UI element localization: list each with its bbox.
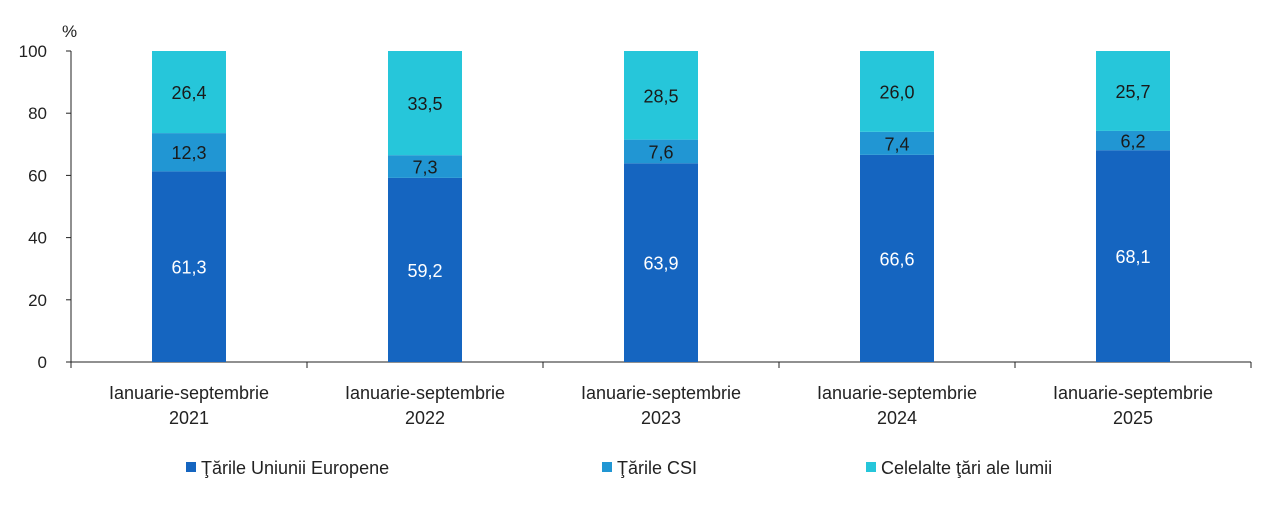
data-label: 25,7 xyxy=(1115,82,1150,102)
data-label: 28,5 xyxy=(643,86,678,106)
data-label: 59,2 xyxy=(407,261,442,281)
legend-label: Celelalte ţări ale lumii xyxy=(881,458,1052,478)
legend-label: Ţările Uniunii Europene xyxy=(201,458,389,478)
x-category-label: Ianuarie-septembrie xyxy=(109,383,269,403)
data-label: 7,6 xyxy=(648,142,673,162)
x-category-label: 2024 xyxy=(877,408,917,428)
data-label: 12,3 xyxy=(171,143,206,163)
bar-segment xyxy=(388,155,462,178)
bar-segment xyxy=(860,51,934,132)
y-axis: 0 20 40 60 80 100% xyxy=(19,22,78,372)
bar-segment xyxy=(624,163,698,362)
y-tick-label: 80 xyxy=(28,104,47,123)
data-label: 7,4 xyxy=(884,134,909,154)
x-category-label: Ianuarie-septembrie xyxy=(345,383,505,403)
bar-segment xyxy=(1096,51,1170,131)
bars: 61,3 12,3 26,4 59,2 7,3 33,5 63,9 7,6 28,5 66,6 7,… xyxy=(152,51,1170,362)
bar-segment xyxy=(860,131,934,155)
y-tick-label: 100 xyxy=(19,42,47,61)
legend: Ţările Uniunii Europene Ţările CSI Celelal… xyxy=(186,458,1052,478)
data-label: 7,3 xyxy=(412,158,437,178)
data-label: 68,1 xyxy=(1115,247,1150,267)
bar-segment xyxy=(624,51,698,140)
data-label: 66,6 xyxy=(879,249,914,269)
legend-swatch xyxy=(602,462,612,472)
x-category-label: Ianuarie-septembrie xyxy=(817,383,977,403)
bar-segment xyxy=(860,154,934,362)
x-category-label: 2023 xyxy=(641,408,681,428)
x-category-label: 2025 xyxy=(1113,408,1153,428)
bar-segment xyxy=(1096,130,1170,151)
y-tick-label: 20 xyxy=(28,291,47,310)
data-label: 26,4 xyxy=(171,83,206,103)
bar-segment xyxy=(152,171,226,362)
y-tick-label: 0 xyxy=(38,353,47,372)
data-label: 26,0 xyxy=(879,82,914,102)
x-category-label: 2021 xyxy=(169,408,209,428)
data-label: 6,2 xyxy=(1120,132,1145,152)
legend-swatch xyxy=(186,462,196,472)
bar-segment xyxy=(1096,150,1170,362)
x-category-label: Ianuarie-septembrie xyxy=(581,383,741,403)
data-label: 61,3 xyxy=(171,258,206,278)
x-axis: Ianuarie-septembrie 2021 Ianuarie-septembr… xyxy=(70,361,1252,428)
data-label: 63,9 xyxy=(643,254,678,274)
bar-segment xyxy=(152,133,226,172)
x-category-label: 2022 xyxy=(405,408,445,428)
bar-segment xyxy=(152,51,226,134)
data-label: 33,5 xyxy=(407,94,442,114)
legend-label: Ţările CSI xyxy=(617,458,697,478)
y-tick-label: 60 xyxy=(28,166,47,185)
x-category-label: Ianuarie-septembrie xyxy=(1053,383,1213,403)
y-tick-label: 40 xyxy=(28,229,47,248)
y-axis-unit: % xyxy=(62,22,77,41)
bar-segment xyxy=(624,139,698,164)
bar-segment xyxy=(388,51,462,156)
bar-segment xyxy=(388,177,462,362)
legend-swatch xyxy=(866,462,876,472)
